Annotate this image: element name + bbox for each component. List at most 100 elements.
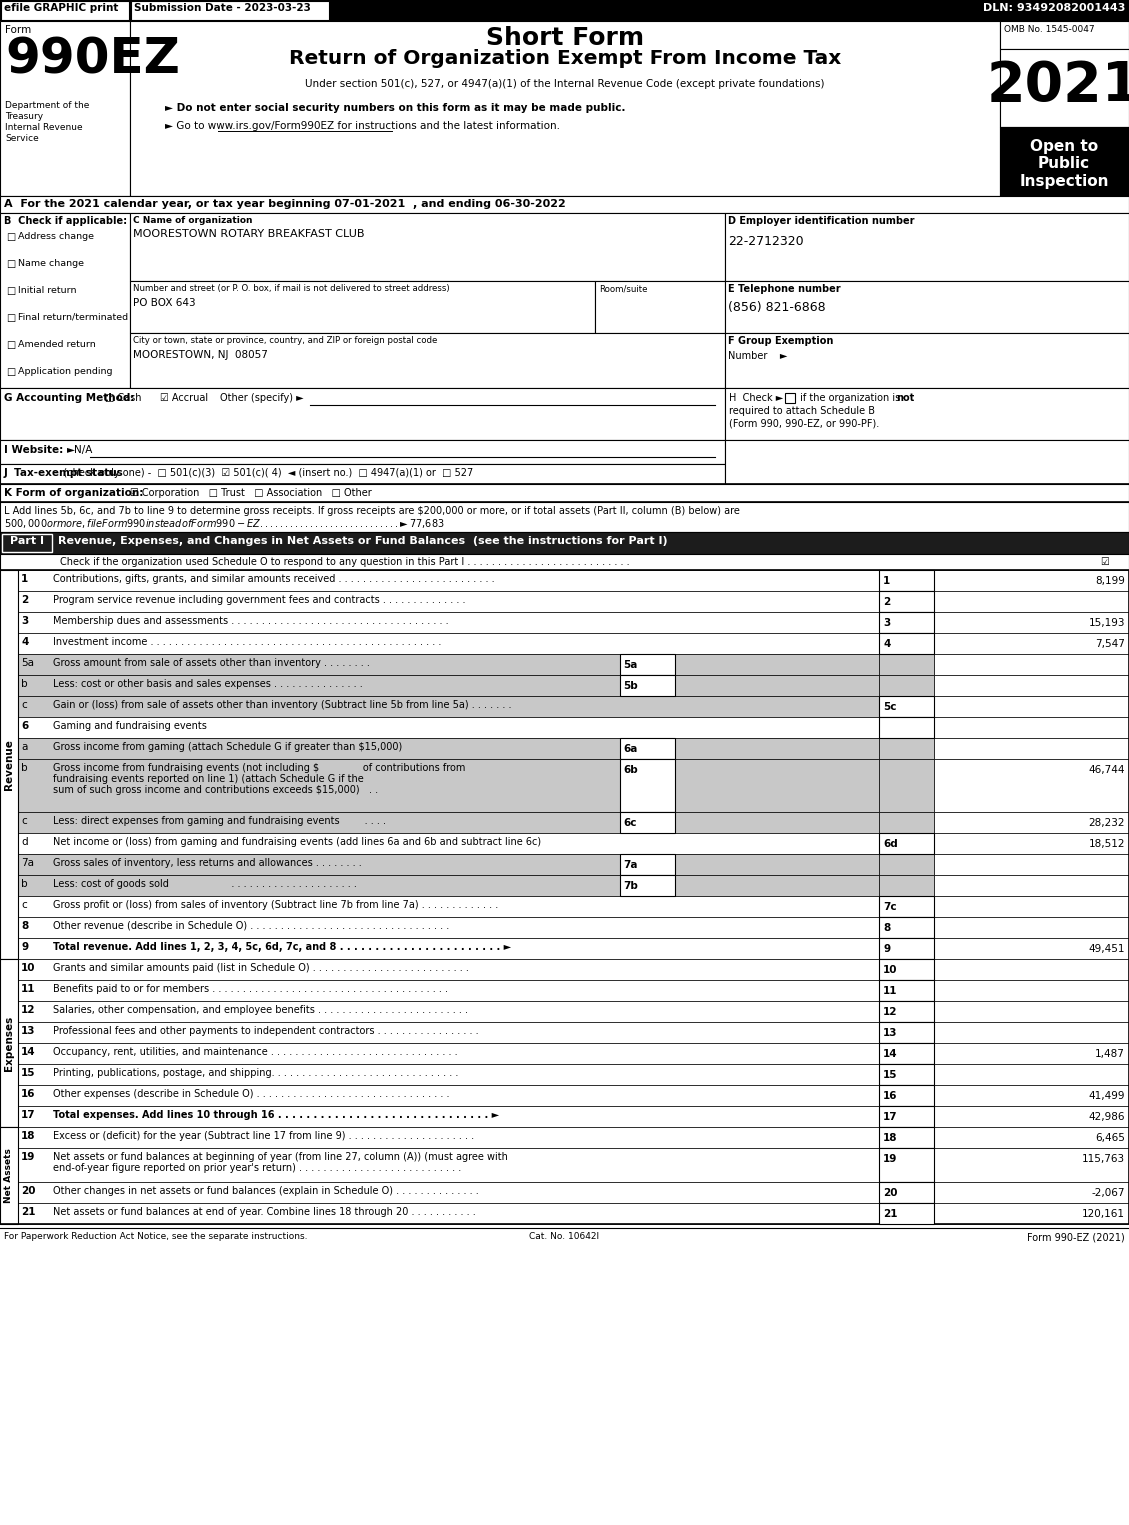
Text: Revenue, Expenses, and Changes in Net Assets or Fund Balances  (see the instruct: Revenue, Expenses, and Changes in Net As… <box>58 535 667 546</box>
Bar <box>130 214 725 281</box>
Bar <box>18 695 879 717</box>
Bar <box>0 483 1129 502</box>
Text: Gaming and fundraising events: Gaming and fundraising events <box>53 721 207 730</box>
Text: Less: cost of goods sold                    . . . . . . . . . . . . . . . . . . : Less: cost of goods sold . . . . . . . .… <box>53 878 357 889</box>
Text: □: □ <box>6 313 16 323</box>
Text: 11: 11 <box>21 984 35 994</box>
Text: 9: 9 <box>21 942 28 952</box>
Text: 7b: 7b <box>623 881 638 891</box>
Bar <box>18 1064 879 1084</box>
Text: ☑ Corporation   □ Trust   □ Association   □ Other: ☑ Corporation □ Trust □ Association □ Ot… <box>130 488 371 499</box>
Bar <box>18 1148 879 1182</box>
Text: 18: 18 <box>21 1132 35 1141</box>
Text: 42,986: 42,986 <box>1088 1112 1124 1122</box>
Bar <box>18 981 879 1000</box>
Text: Application pending: Application pending <box>18 368 113 377</box>
Text: end-of-year figure reported on prior year's return) . . . . . . . . . . . . . . : end-of-year figure reported on prior yea… <box>53 1164 462 1173</box>
Bar <box>1000 21 1129 49</box>
Text: Part I: Part I <box>10 535 44 546</box>
Text: -2,067: -2,067 <box>1092 1188 1124 1199</box>
Text: Tax-exempt status: Tax-exempt status <box>14 468 123 477</box>
Text: For Paperwork Reduction Act Notice, see the separate instructions.: For Paperwork Reduction Act Notice, see … <box>5 1232 307 1241</box>
Text: 2: 2 <box>883 596 891 607</box>
Text: Gain or (loss) from sale of assets other than inventory (Subtract line 5b from l: Gain or (loss) from sale of assets other… <box>53 700 511 711</box>
Text: J: J <box>5 468 11 477</box>
Text: Net income or (loss) from gaming and fundraising events (add lines 6a and 6b and: Net income or (loss) from gaming and fun… <box>53 837 541 846</box>
Text: City or town, state or province, country, and ZIP or foreign postal code: City or town, state or province, country… <box>133 336 437 345</box>
Bar <box>18 938 879 959</box>
Text: not: not <box>896 393 914 403</box>
Bar <box>675 738 879 759</box>
Text: Cat. No. 10642I: Cat. No. 10642I <box>530 1232 599 1241</box>
Bar <box>879 1182 934 1203</box>
Text: Name change: Name change <box>18 259 84 268</box>
Bar <box>934 917 1129 938</box>
Text: 7a: 7a <box>21 859 34 868</box>
Text: G Accounting Method:: G Accounting Method: <box>5 393 134 403</box>
Text: 8,199: 8,199 <box>1095 576 1124 586</box>
Bar <box>879 1064 934 1084</box>
Text: ►N/A: ►N/A <box>67 445 94 454</box>
Bar <box>18 676 620 695</box>
Bar <box>0 532 1129 554</box>
Bar <box>1000 127 1129 197</box>
Bar <box>620 738 675 759</box>
Text: Treasury: Treasury <box>5 111 43 120</box>
Text: Department of the: Department of the <box>5 101 89 110</box>
Bar <box>0 1127 18 1225</box>
Text: 4: 4 <box>883 639 891 650</box>
Bar <box>18 1127 879 1148</box>
Text: 16: 16 <box>21 1089 35 1100</box>
Text: H  Check ►: H Check ► <box>729 393 784 403</box>
Bar <box>934 612 1129 633</box>
Bar <box>620 875 675 897</box>
Text: Open to
Public
Inspection: Open to Public Inspection <box>1019 139 1109 189</box>
Text: 4: 4 <box>21 637 28 647</box>
Text: Return of Organization Exempt From Income Tax: Return of Organization Exempt From Incom… <box>289 49 841 69</box>
Bar <box>879 897 934 917</box>
Bar <box>675 654 879 676</box>
Bar <box>879 1000 934 1022</box>
Text: 28,232: 28,232 <box>1088 817 1124 828</box>
Text: 6d: 6d <box>883 839 898 849</box>
Text: b: b <box>21 878 27 889</box>
Bar <box>879 1203 934 1225</box>
Text: b: b <box>21 679 27 689</box>
Text: PO BOX 643: PO BOX 643 <box>133 297 195 308</box>
Text: Printing, publications, postage, and shipping. . . . . . . . . . . . . . . . . .: Printing, publications, postage, and shi… <box>53 1068 458 1078</box>
Bar <box>0 214 130 387</box>
Text: 17: 17 <box>883 1112 898 1122</box>
Bar <box>934 833 1129 854</box>
Bar <box>879 854 934 875</box>
Text: c: c <box>21 816 27 827</box>
Text: B  Check if applicable:: B Check if applicable: <box>5 217 128 226</box>
Text: Membership dues and assessments . . . . . . . . . . . . . . . . . . . . . . . . : Membership dues and assessments . . . . … <box>53 616 448 625</box>
Bar <box>934 959 1129 981</box>
Text: □: □ <box>6 232 16 242</box>
Text: Excess or (deficit) for the year (Subtract line 17 from line 9) . . . . . . . . : Excess or (deficit) for the year (Subtra… <box>53 1132 474 1141</box>
Bar <box>725 214 1129 281</box>
Bar <box>879 833 934 854</box>
Text: □ Cash: □ Cash <box>105 393 141 403</box>
Text: required to attach Schedule B: required to attach Schedule B <box>729 406 875 416</box>
Bar <box>620 759 675 811</box>
Text: 2021: 2021 <box>987 59 1129 113</box>
Text: 8: 8 <box>883 923 891 933</box>
Text: 15: 15 <box>883 1071 898 1080</box>
Bar <box>934 759 1129 811</box>
Bar <box>18 1000 879 1022</box>
Text: (856) 821-6868: (856) 821-6868 <box>728 300 825 314</box>
Text: Expenses: Expenses <box>5 1016 14 1071</box>
Text: 3: 3 <box>21 616 28 625</box>
Bar <box>675 759 879 811</box>
Text: Revenue: Revenue <box>5 740 14 790</box>
Text: 7c: 7c <box>883 901 896 912</box>
Text: □: □ <box>6 287 16 296</box>
Bar <box>18 1203 879 1225</box>
Text: Other (specify) ►: Other (specify) ► <box>220 393 304 403</box>
Text: A  For the 2021 calendar year, or tax year beginning 07-01-2021  , and ending 06: A For the 2021 calendar year, or tax yea… <box>5 198 566 209</box>
Bar <box>18 717 879 738</box>
Bar <box>595 281 725 332</box>
Bar <box>1000 49 1129 127</box>
Bar <box>879 612 934 633</box>
